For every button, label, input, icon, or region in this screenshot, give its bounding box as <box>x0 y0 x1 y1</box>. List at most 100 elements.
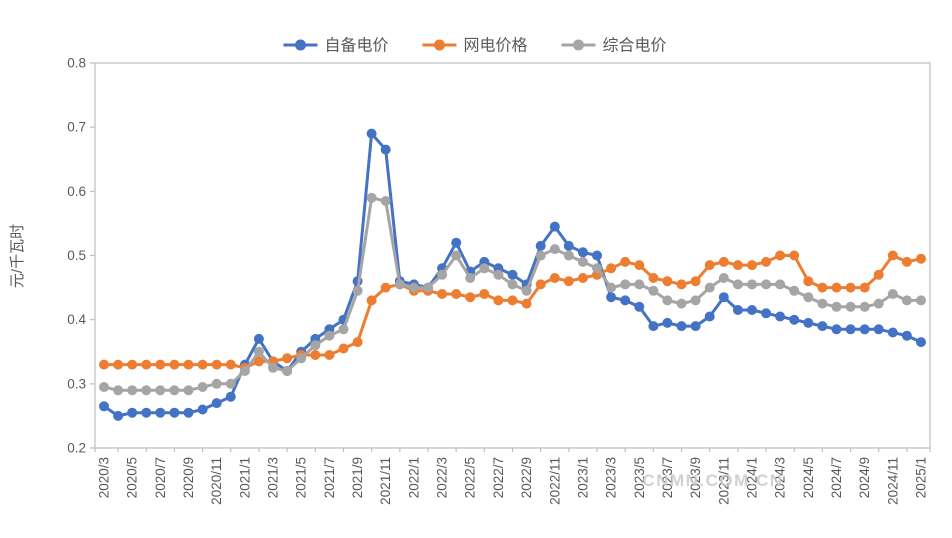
data-point <box>577 256 588 267</box>
data-point <box>380 144 391 155</box>
x-tick-label: 2022/3 <box>435 457 450 498</box>
legend-item-综合电价: 综合电价 <box>561 37 667 55</box>
data-point <box>873 324 884 335</box>
data-point <box>549 221 560 232</box>
data-point <box>718 273 729 283</box>
data-point <box>648 273 659 283</box>
data-point <box>845 324 856 335</box>
data-point <box>352 337 363 348</box>
data-point <box>338 324 349 335</box>
data-point <box>211 398 222 409</box>
data-point <box>634 260 645 271</box>
data-point <box>338 343 349 354</box>
data-point <box>155 407 166 418</box>
x-tick-label: 2023/3 <box>604 457 619 498</box>
data-point <box>718 256 729 267</box>
data-point <box>197 404 208 415</box>
data-point <box>704 311 715 322</box>
data-point <box>916 253 926 264</box>
data-point <box>662 317 673 328</box>
x-tick-label: 2024/9 <box>857 457 872 498</box>
x-tick-label: 2021/1 <box>237 457 252 498</box>
series-line <box>102 196 923 392</box>
data-point <box>916 295 926 306</box>
data-point <box>789 314 800 325</box>
data-point <box>690 321 701 332</box>
data-point <box>99 401 109 412</box>
y-tick-label: 0.8 <box>67 56 86 71</box>
data-point <box>563 250 574 261</box>
data-point <box>648 321 659 332</box>
data-point <box>859 301 870 312</box>
data-point <box>648 285 659 296</box>
data-point <box>127 407 138 418</box>
data-point <box>901 256 912 267</box>
data-point <box>831 282 842 293</box>
y-tick-label: 0.4 <box>67 312 86 327</box>
data-point <box>169 385 180 396</box>
data-point <box>155 359 166 370</box>
data-point <box>634 279 645 290</box>
data-point <box>451 289 462 299</box>
data-point <box>141 385 152 396</box>
data-point <box>704 282 715 293</box>
y-tick-label: 0.5 <box>67 248 86 263</box>
legend-marker-dot <box>573 39 584 51</box>
data-point <box>775 250 786 261</box>
data-point <box>324 330 335 341</box>
x-tick-label: 2021/9 <box>350 457 365 498</box>
data-point <box>817 298 828 309</box>
data-point <box>310 340 321 351</box>
data-point <box>366 295 377 306</box>
data-point <box>704 260 715 271</box>
data-point <box>366 192 377 203</box>
data-point <box>352 285 363 296</box>
data-point <box>606 263 617 274</box>
series-lines <box>99 128 926 421</box>
data-point <box>535 250 546 261</box>
data-point <box>775 311 786 322</box>
y-tick-label: 0.2 <box>67 441 86 456</box>
data-point <box>690 295 701 306</box>
data-point <box>831 324 842 335</box>
data-point <box>169 407 180 418</box>
data-point <box>845 282 856 293</box>
data-point <box>211 378 222 389</box>
data-point <box>577 273 588 283</box>
data-point <box>549 244 560 255</box>
data-point <box>747 305 757 315</box>
data-point <box>253 333 264 344</box>
x-tick-label: 2022/7 <box>491 457 506 498</box>
data-point <box>676 321 687 332</box>
data-point <box>577 247 588 258</box>
data-point <box>268 362 278 373</box>
data-point <box>535 240 546 251</box>
data-point <box>253 346 264 357</box>
x-tick-label: 2021/11 <box>378 457 393 505</box>
data-point <box>732 305 743 315</box>
data-point <box>507 269 518 280</box>
data-point <box>887 327 898 338</box>
x-tick-label: 2024/1 <box>744 457 759 498</box>
x-tick-label: 2024/11 <box>885 457 900 505</box>
data-point <box>620 279 631 290</box>
data-point <box>789 250 800 261</box>
y-tick-label: 0.6 <box>67 184 86 199</box>
data-point <box>606 292 617 303</box>
data-point <box>493 295 504 306</box>
x-tick-label: 2020/9 <box>181 457 196 498</box>
data-point <box>211 359 222 370</box>
data-point <box>507 295 518 306</box>
data-point <box>606 282 617 293</box>
data-point <box>916 337 926 348</box>
data-point <box>873 269 884 280</box>
x-tick-label: 2020/5 <box>125 457 140 498</box>
data-point <box>225 378 236 389</box>
data-point <box>803 317 814 328</box>
data-point <box>437 289 448 299</box>
data-point <box>127 385 138 396</box>
data-point <box>620 256 631 267</box>
data-point <box>761 256 772 267</box>
data-point <box>817 321 828 332</box>
x-tick-label: 2022/11 <box>547 457 562 505</box>
